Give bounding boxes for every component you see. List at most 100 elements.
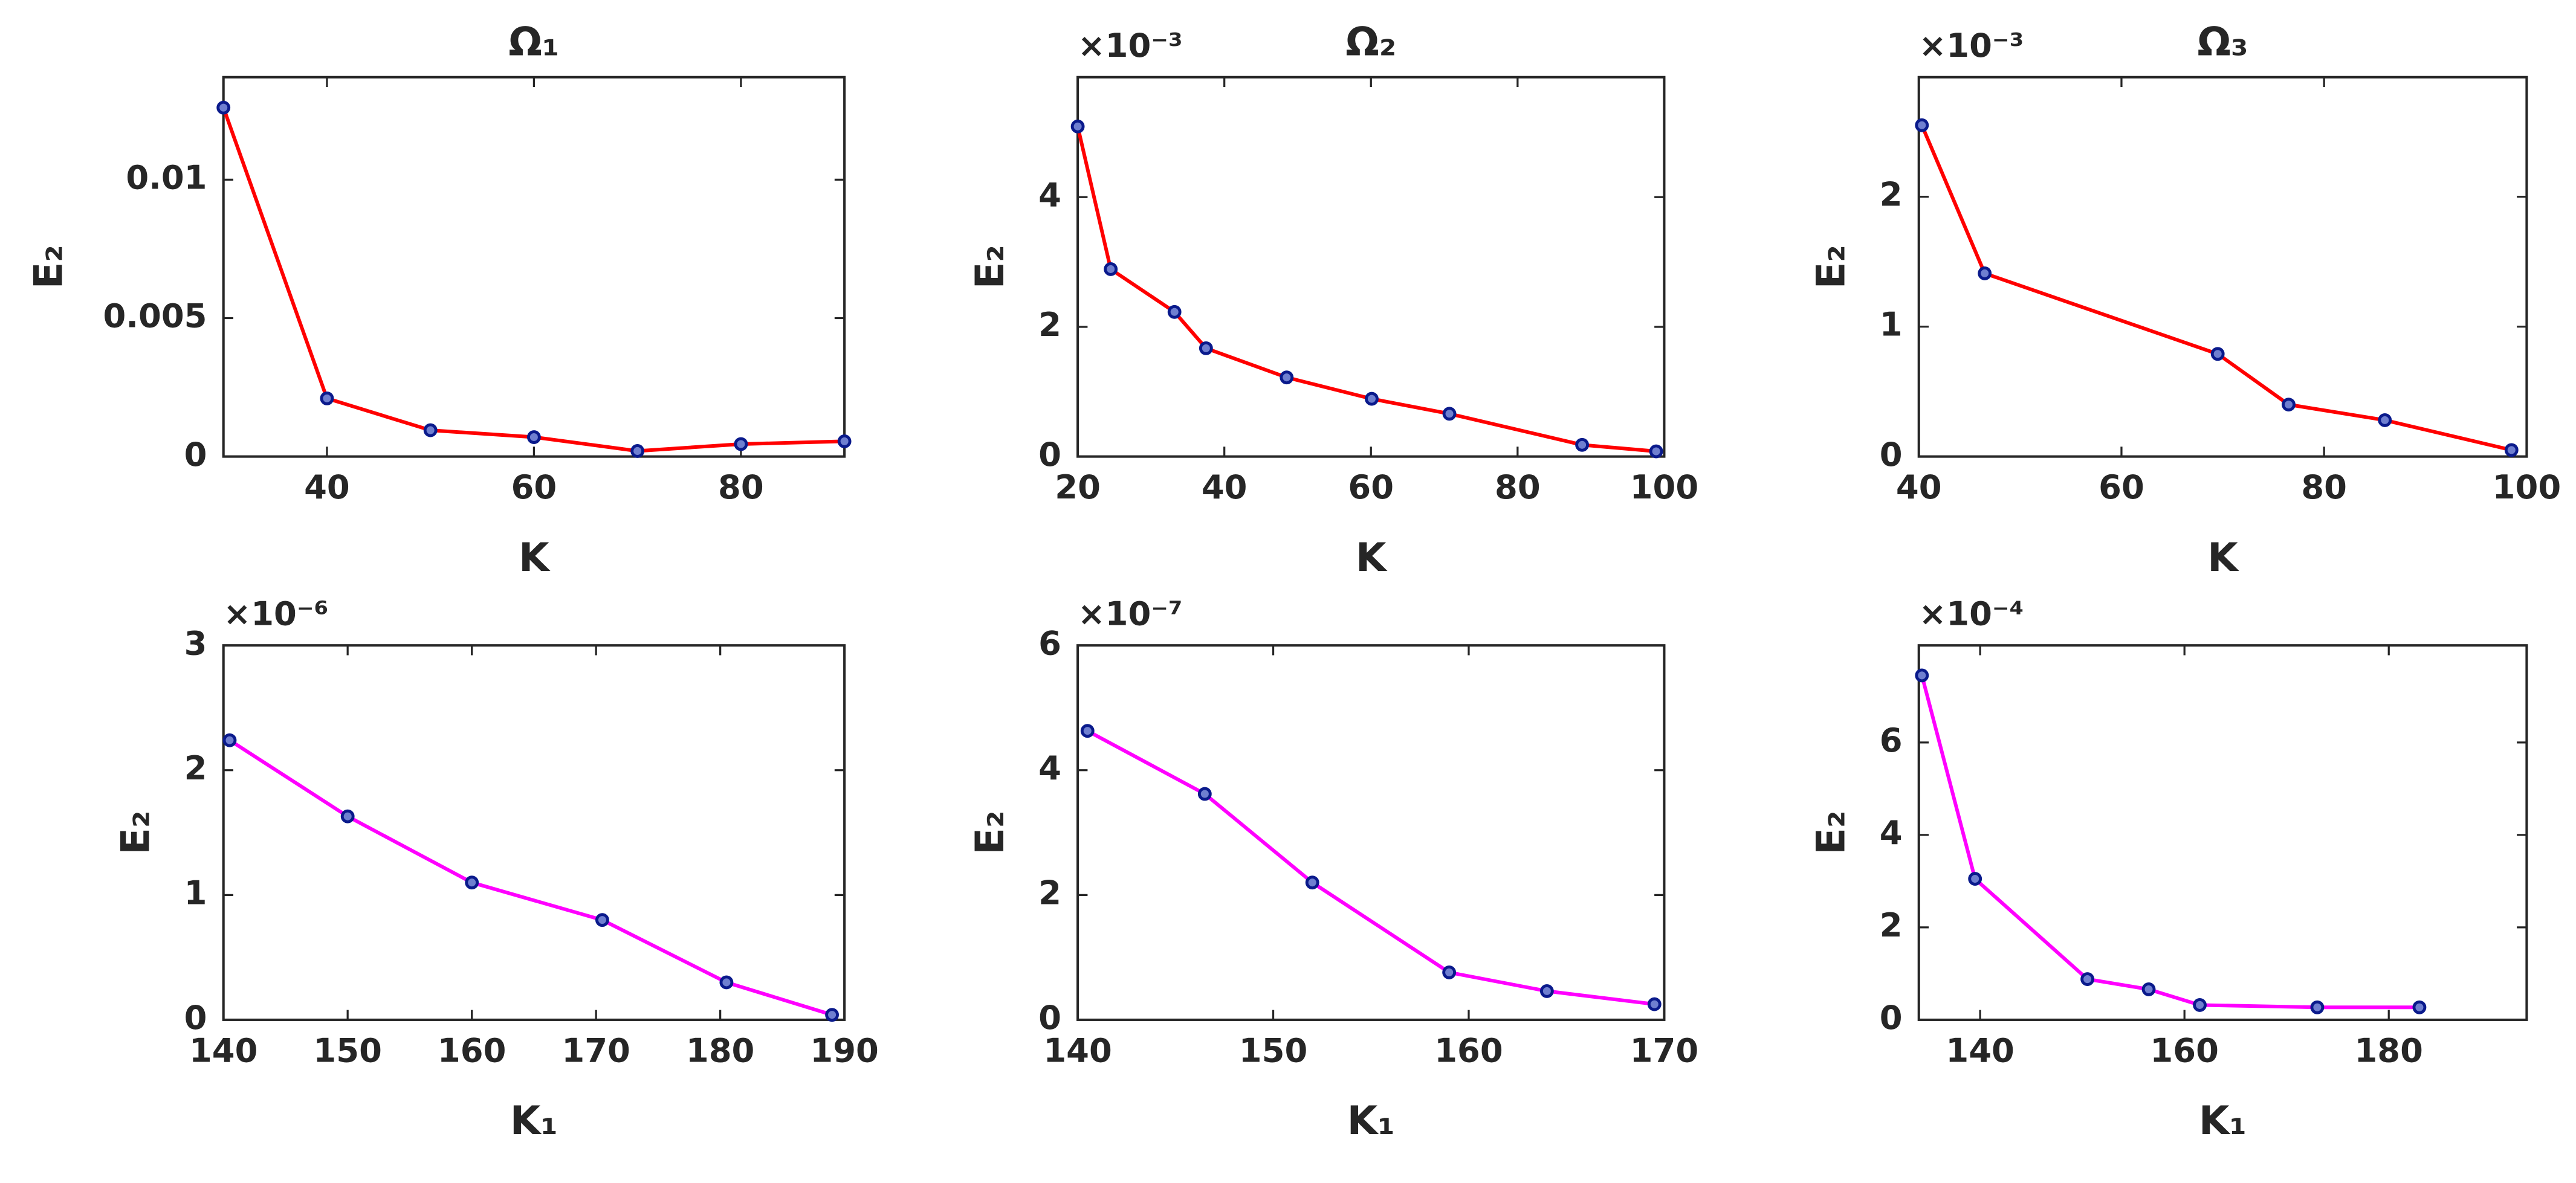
marker xyxy=(2378,413,2392,427)
y-tick-label: 2 xyxy=(184,749,207,787)
subplot: 140 150 160 170 0 2 4 6 ×10⁻⁷ K₁ E₂ xyxy=(967,595,1698,1144)
x-axis-label: K xyxy=(2207,535,2239,581)
y-axis-label: E₂ xyxy=(25,245,71,289)
x-tick-label: 80 xyxy=(1495,468,1541,506)
x-tick-label: 170 xyxy=(1630,1031,1698,1069)
marker xyxy=(222,733,237,747)
marker xyxy=(340,809,355,824)
exponent-label: ×10⁻⁷ xyxy=(1078,595,1183,633)
marker xyxy=(719,975,734,990)
marker xyxy=(1978,266,1992,280)
marker xyxy=(1915,118,1929,132)
series-line xyxy=(1086,729,1655,1007)
x-tick-label: 60 xyxy=(511,468,557,506)
marker xyxy=(2080,972,2095,987)
subplot-title: Ω₃ xyxy=(2198,19,2248,65)
y-tick-label: 4 xyxy=(1038,749,1061,787)
y-axis-label: E₂ xyxy=(967,810,1013,854)
y-tick-label: 0 xyxy=(1038,436,1061,474)
marker xyxy=(1104,262,1118,276)
y-tick-label: 4 xyxy=(1038,176,1061,214)
x-tick-label: 60 xyxy=(2099,468,2144,506)
marker xyxy=(2282,398,2296,412)
marker xyxy=(630,444,645,458)
x-tick-label: 190 xyxy=(810,1031,878,1069)
x-axis-label: K xyxy=(1356,535,1388,581)
x-tick-label: 40 xyxy=(1896,468,1942,506)
x-axis-label: K₁ xyxy=(2199,1098,2247,1144)
marker xyxy=(2210,347,2225,361)
y-axis-label: E₂ xyxy=(112,810,158,854)
y-axis-label: E₂ xyxy=(1808,810,1854,854)
subplot: 140 150 160 170 180 190 0 1 2 3 ×10⁻⁶ K₁ E₂ xyxy=(112,595,878,1144)
y-tick-label: 2 xyxy=(1038,306,1061,344)
axes-box xyxy=(1917,76,2528,458)
axes-box xyxy=(222,76,846,458)
x-axis-label: K₁ xyxy=(510,1098,558,1144)
x-tick-label: 140 xyxy=(1946,1031,2014,1069)
x-tick-label: 40 xyxy=(304,468,350,506)
marker xyxy=(837,434,852,448)
marker xyxy=(2193,998,2207,1012)
marker xyxy=(1199,341,1213,355)
marker xyxy=(1539,984,1554,998)
y-tick-label: 0 xyxy=(1880,436,1903,474)
marker xyxy=(526,430,541,444)
marker xyxy=(320,391,334,405)
y-tick-label: 1 xyxy=(184,874,207,912)
x-tick-label: 140 xyxy=(189,1031,257,1069)
y-tick-label: 4 xyxy=(1880,814,1903,852)
y-tick-label: 0 xyxy=(1880,999,1903,1037)
axes-box xyxy=(1917,644,2528,1021)
subplot: 140 160 180 0 2 4 6 ×10⁻⁴ K₁ E₂ xyxy=(1808,595,2528,1144)
y-tick-label: 0 xyxy=(184,436,207,474)
marker xyxy=(423,423,438,437)
marker xyxy=(1080,724,1095,738)
marker xyxy=(1649,444,1663,459)
y-axis-label: E₂ xyxy=(967,245,1013,289)
x-tick-label: 170 xyxy=(561,1031,630,1069)
y-axis-label: E₂ xyxy=(1808,245,1854,289)
y-tick-label: 1 xyxy=(1880,306,1903,344)
y-tick-label: 0 xyxy=(184,999,207,1037)
series-line xyxy=(228,738,833,1017)
marker xyxy=(595,913,609,927)
marker xyxy=(1442,407,1457,421)
x-tick-label: 60 xyxy=(1348,468,1394,506)
marker xyxy=(1070,119,1085,134)
marker xyxy=(2310,1000,2325,1014)
y-tick-label: 0 xyxy=(1038,999,1061,1037)
subplot-title: Ω₁ xyxy=(508,19,559,65)
y-tick-label: 6 xyxy=(1038,624,1061,662)
marker xyxy=(1365,392,1379,406)
axes-box xyxy=(222,644,846,1021)
subplot: 40 60 80 0 0.005 0.01 Ω₁ K E₂ xyxy=(25,19,852,581)
x-tick-label: 80 xyxy=(718,468,764,506)
marker xyxy=(2412,1000,2427,1014)
marker xyxy=(1305,875,1319,890)
marker xyxy=(465,875,479,890)
x-tick-label: 20 xyxy=(1055,468,1101,506)
series-line xyxy=(1920,124,2512,452)
exponent-label: ×10⁻⁴ xyxy=(1919,595,2024,633)
exponent-label: ×10⁻³ xyxy=(1078,27,1183,65)
x-tick-label: 160 xyxy=(2150,1031,2218,1069)
marker xyxy=(216,100,231,115)
x-tick-label: 100 xyxy=(1630,468,1698,506)
marker xyxy=(2504,443,2519,457)
x-tick-label: 160 xyxy=(438,1031,506,1069)
marker xyxy=(825,1008,839,1022)
x-tick-label: 40 xyxy=(1202,468,1248,506)
y-tick-label: 2 xyxy=(1880,176,1903,214)
marker xyxy=(1575,437,1590,452)
exponent-label: ×10⁻³ xyxy=(1919,27,2024,65)
marker xyxy=(2141,982,2156,996)
y-tick-label: 6 xyxy=(1880,721,1903,759)
exponent-label: ×10⁻⁶ xyxy=(224,595,329,633)
marker xyxy=(734,437,748,451)
marker xyxy=(1915,668,1929,683)
subplot: 20 40 60 80 100 0 2 4 Ω₂ ×10⁻³ K E₂ xyxy=(967,19,1698,580)
x-tick-label: 160 xyxy=(1434,1031,1503,1069)
marker xyxy=(1968,872,1982,886)
